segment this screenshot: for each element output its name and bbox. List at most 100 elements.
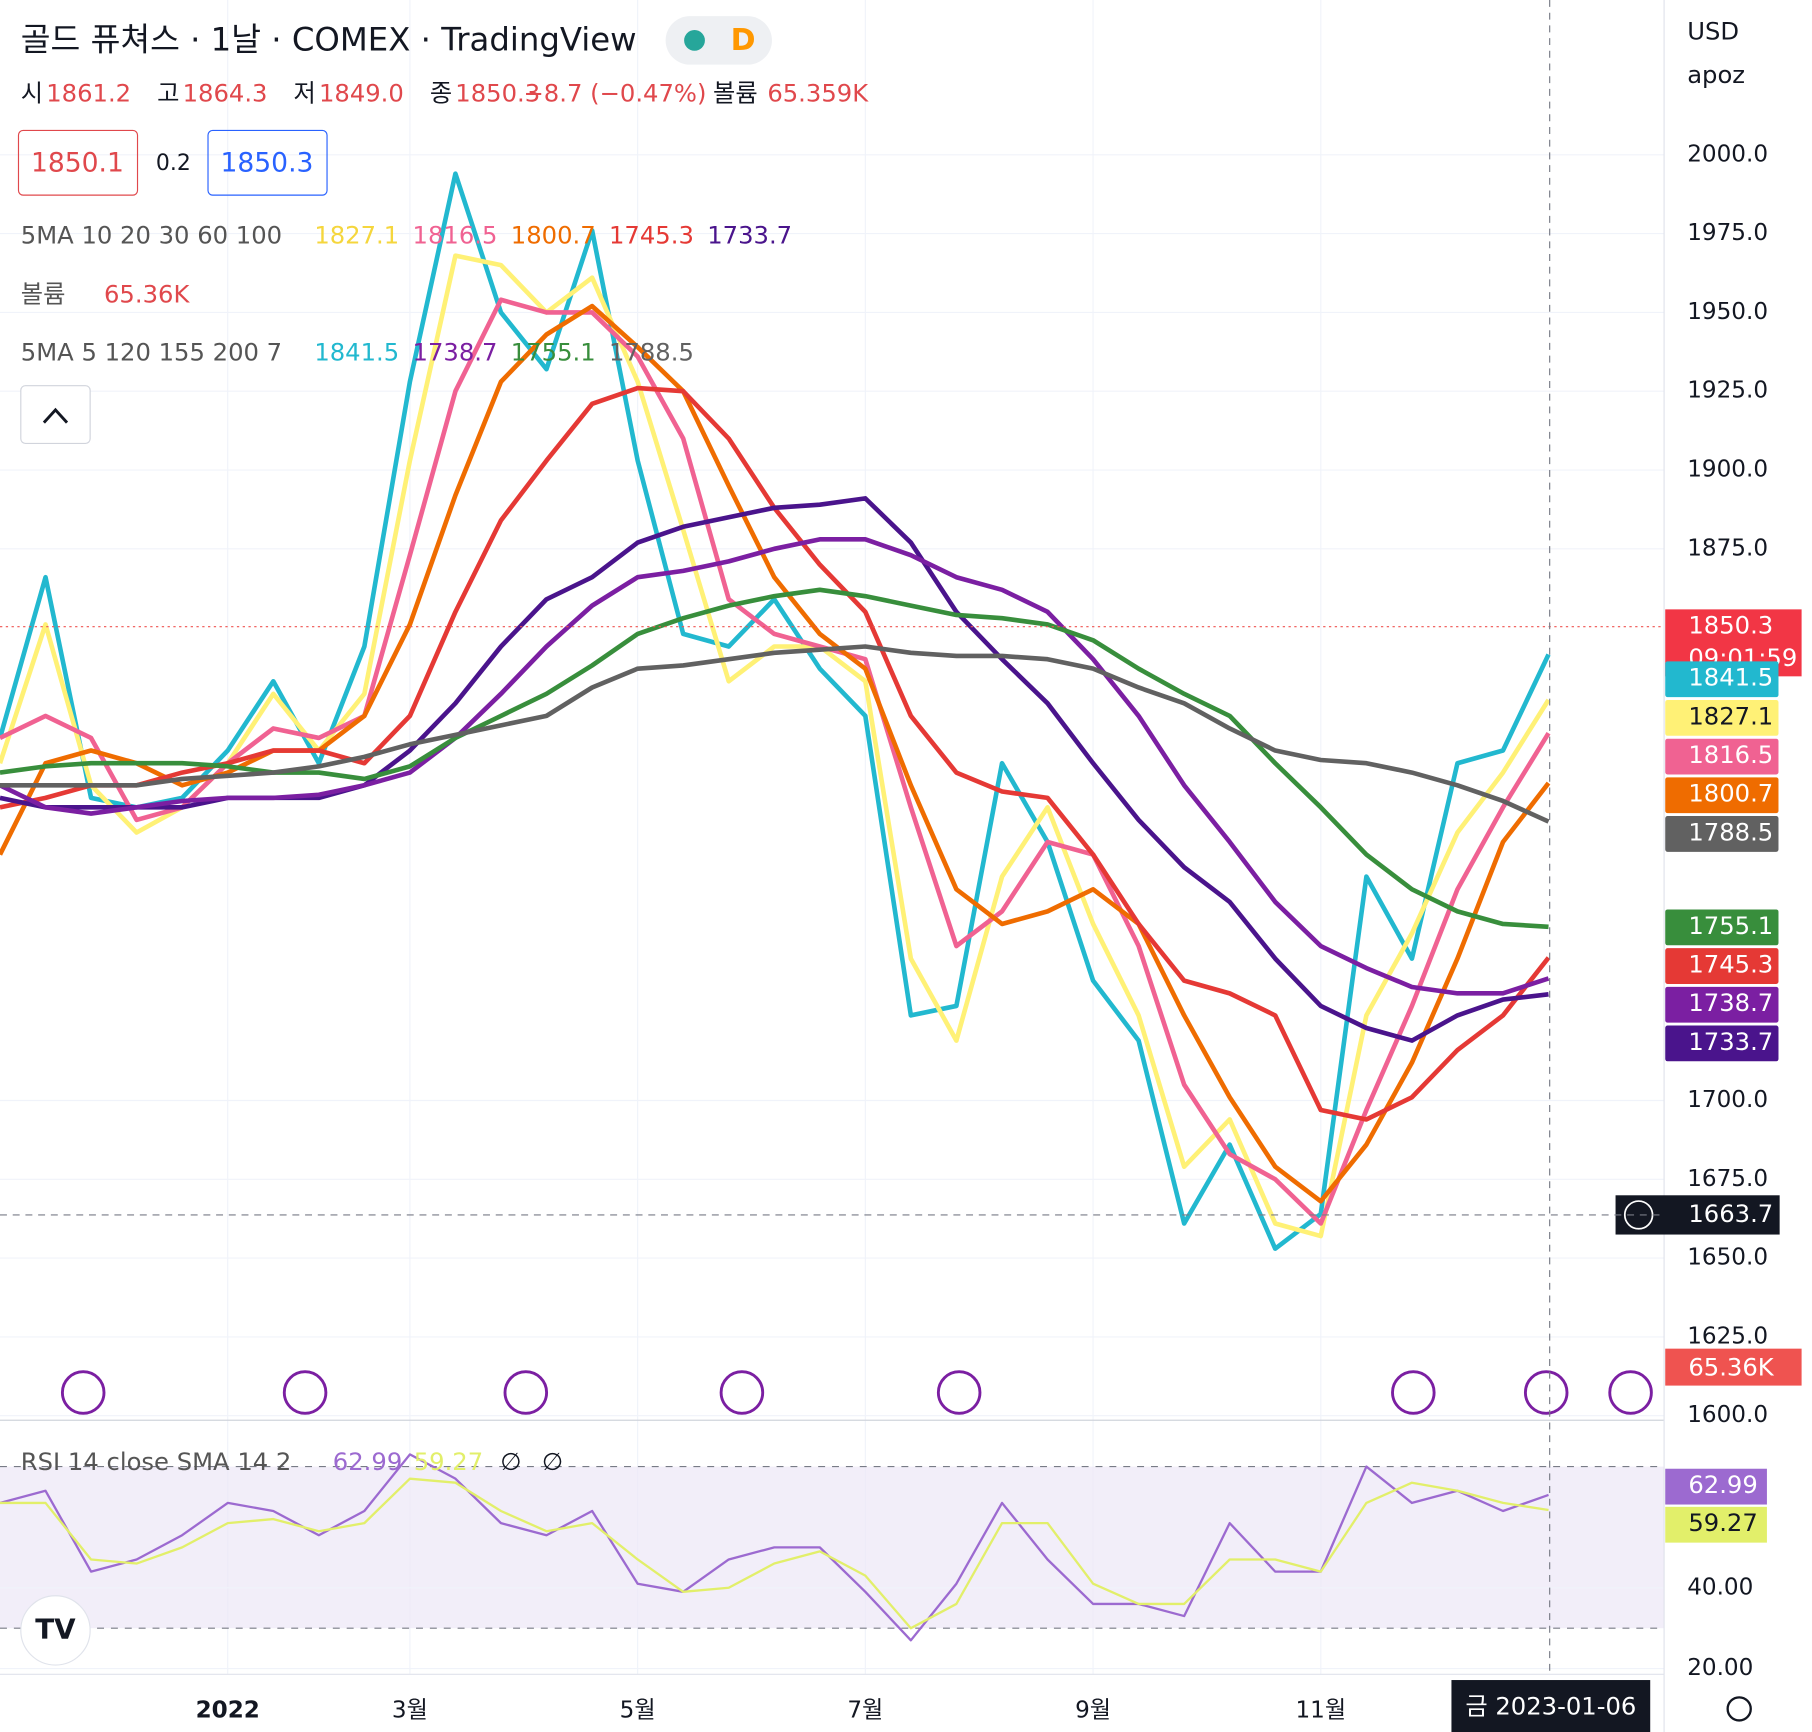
volume-label: 볼륨	[713, 79, 758, 108]
lines	[0, 171, 1551, 1642]
y-tick-label: 1950.0	[1687, 299, 1768, 325]
change: −8.7 (−0.47%)	[523, 79, 706, 108]
indicator-legend: 5MA 10 20 30 60 100	[21, 221, 282, 250]
legend-value: 1788.5	[609, 337, 694, 366]
logo-mark: TV	[35, 1612, 76, 1645]
rsi-legend-value: 62.99	[333, 1447, 402, 1476]
volume-badge-text: 65.36K	[1688, 1352, 1774, 1381]
rsi-badge	[1665, 1506, 1767, 1543]
rsi-badge-text: 59.27	[1688, 1508, 1757, 1537]
y-tick-label: 2000.0	[1687, 141, 1768, 167]
rsi-icon: ∅	[542, 1447, 563, 1476]
ask-box[interactable]	[207, 129, 328, 196]
y-tick-label: 1900.0	[1687, 457, 1768, 483]
crosshair-date: 금 2023-01-06	[1465, 1692, 1636, 1721]
y-tick-label: 20.00	[1687, 1655, 1753, 1681]
series-badge-text: 1745.3	[1688, 949, 1773, 978]
series-badge	[1665, 738, 1779, 775]
series-badge	[1665, 777, 1779, 814]
x-tick-label: 11월	[1295, 1698, 1346, 1724]
ohlc-value: 1861.2	[46, 79, 131, 108]
x-tick-label: 5월	[620, 1698, 656, 1724]
ohlc-label: 시	[21, 79, 43, 108]
interval-badge: D	[731, 23, 756, 58]
y-tick-label: 1875.0	[1687, 535, 1768, 561]
series-badge-text: 1733.7	[1688, 1027, 1773, 1056]
rsi-pane	[0, 1466, 1665, 1670]
legend-value: 1816.5	[413, 221, 498, 250]
ohlc-label: 종	[430, 79, 452, 108]
series-badge	[1665, 909, 1779, 946]
indicator-legend: 5MA 5 120 155 200 7	[21, 337, 282, 366]
rsi-legend-value: 59.27	[414, 1447, 483, 1476]
bid-box[interactable]	[17, 129, 139, 196]
series-badge-text: 1755.1	[1688, 911, 1773, 940]
series-line	[0, 171, 1551, 1251]
collapse-icon	[42, 407, 69, 424]
ohlc-label: 고	[157, 79, 179, 108]
bid: 1850.1	[31, 147, 124, 178]
series-badge	[1665, 700, 1779, 736]
logo[interactable]	[20, 1595, 91, 1666]
currency[interactable]: USD	[1687, 16, 1739, 45]
ohlc-value: 1850.3	[455, 79, 540, 108]
ohlc: 시 1861.2 고 1864.3 저 1849.0 종 1850.3−8.7 (−0.47%…	[21, 79, 869, 108]
legend-value: 1841.5	[314, 337, 399, 366]
series-badge-text: 1827.1	[1688, 701, 1773, 730]
y-tick-label: 1675.0	[1687, 1166, 1768, 1192]
series-badge-text: 1800.7	[1688, 779, 1773, 808]
series-line	[0, 537, 1550, 996]
series-line	[0, 644, 1550, 824]
legend-value: 1733.7	[707, 221, 792, 250]
series-badge	[1665, 1025, 1779, 1062]
series-badge-text: 1788.5	[1688, 817, 1773, 846]
legend-value: 1800.7	[511, 221, 596, 250]
volume-badge	[1665, 1348, 1802, 1386]
series-badge	[1665, 986, 1779, 1023]
status-dot	[684, 30, 705, 51]
series-badge	[1665, 948, 1779, 984]
legend-value: 1827.1	[314, 221, 399, 250]
rsi-badge	[1665, 1468, 1767, 1505]
legend-value: 1745.3	[609, 221, 694, 250]
series-line	[0, 253, 1551, 1239]
rsi-band	[0, 1466, 1665, 1629]
ask: 1850.3	[220, 147, 313, 178]
date-badge	[1451, 1680, 1651, 1732]
series-badge	[1665, 816, 1779, 852]
x-tick-label: 2022	[196, 1698, 260, 1724]
series-badge-text: 1738.7	[1688, 988, 1773, 1017]
indicator-legend: 볼륨	[21, 280, 66, 309]
series-badge-text: 1841.5	[1688, 663, 1773, 692]
y-tick-label: 1700.0	[1687, 1087, 1768, 1113]
series-badge-text: 1816.5	[1688, 740, 1773, 769]
y-tick-label: 40.00	[1687, 1574, 1753, 1600]
rsi-badge-text: 62.99	[1688, 1470, 1757, 1499]
legend-value: 1755.1	[511, 337, 596, 366]
volume-value: 65.36K	[104, 280, 190, 309]
collapse-button[interactable]	[20, 385, 91, 444]
series-badge	[1665, 661, 1779, 698]
price-badge-text: 1850.3	[1688, 611, 1773, 640]
settings-icon[interactable]	[1726, 1696, 1752, 1722]
ohlc-value: 1864.3	[183, 79, 268, 108]
series-line	[0, 297, 1551, 1226]
crosshair-price: 1663.7	[1688, 1199, 1773, 1228]
ohlc-value: 1849.0	[319, 79, 404, 108]
x-tick-label: 3월	[392, 1698, 428, 1724]
legend-value: 1738.7	[413, 337, 498, 366]
series-line	[0, 303, 1551, 1204]
user[interactable]: apoz	[1687, 60, 1745, 89]
rsi-icon: ∅	[500, 1447, 521, 1476]
grid	[0, 0, 1665, 1675]
y-tick-label: 1600.0	[1687, 1402, 1768, 1428]
volume: 65.359K	[767, 79, 869, 108]
series-line	[0, 587, 1549, 930]
rsi-legend: RSI 14 close SMA 14 2	[21, 1447, 292, 1476]
y-tick-label: 1925.0	[1687, 378, 1768, 404]
series-line	[0, 1477, 1549, 1630]
x-tick-label: 9월	[1075, 1698, 1111, 1724]
event-icons	[60, 1370, 1653, 1415]
